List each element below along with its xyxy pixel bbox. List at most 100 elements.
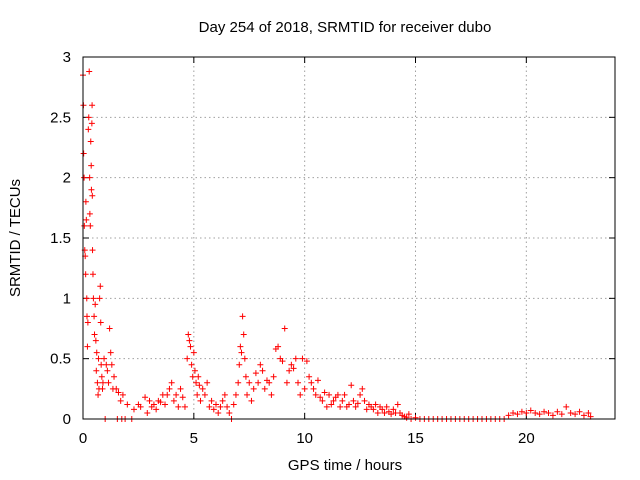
data-point — [510, 409, 517, 416]
data-point — [523, 409, 530, 416]
data-point — [89, 271, 96, 278]
data-point — [527, 407, 534, 414]
data-point — [541, 408, 548, 415]
data-point — [275, 343, 282, 350]
data-point — [221, 391, 228, 398]
x-tick-label: 10 — [296, 430, 313, 447]
data-point — [98, 361, 105, 368]
data-point — [576, 408, 583, 415]
data-point — [266, 379, 273, 386]
data-points — [80, 68, 594, 422]
data-point — [199, 385, 206, 392]
data-point — [175, 403, 182, 410]
data-point — [334, 391, 341, 398]
data-point — [240, 331, 247, 338]
data-point — [310, 385, 317, 392]
data-point — [394, 401, 401, 408]
data-point — [532, 409, 539, 416]
data-point — [91, 313, 98, 320]
data-point — [238, 349, 245, 356]
data-point — [80, 150, 87, 157]
data-point — [83, 313, 90, 320]
data-point — [191, 367, 198, 374]
data-point — [105, 379, 112, 386]
data-point — [88, 186, 95, 193]
y-tick-label: 1 — [63, 290, 71, 307]
data-point — [259, 367, 266, 374]
y-tick-label: 0.5 — [50, 351, 71, 368]
x-axis-label: GPS time / hours — [288, 457, 402, 474]
data-point — [107, 349, 114, 356]
data-point — [195, 373, 202, 380]
data-point — [346, 401, 352, 408]
data-point — [164, 391, 171, 398]
data-point — [328, 401, 335, 408]
data-point — [190, 349, 197, 356]
data-point — [206, 403, 213, 410]
data-point — [85, 126, 92, 133]
data-point — [261, 385, 268, 392]
data-point — [103, 361, 110, 368]
data-point — [235, 379, 242, 386]
data-point — [239, 313, 246, 320]
data-point — [297, 391, 304, 398]
data-point — [563, 403, 570, 410]
data-point — [92, 301, 99, 308]
data-point — [83, 295, 90, 302]
data-point — [144, 409, 151, 416]
data-point — [213, 401, 219, 408]
data-point — [96, 295, 103, 302]
data-point — [270, 373, 277, 380]
data-point — [82, 271, 89, 278]
data-point — [86, 174, 93, 181]
data-point — [89, 192, 96, 199]
data-point — [87, 222, 94, 229]
data-point — [567, 409, 574, 416]
data-point — [330, 397, 337, 404]
data-point — [381, 409, 388, 416]
data-point — [357, 391, 364, 398]
data-point — [184, 355, 191, 362]
data-point — [146, 397, 153, 404]
data-point — [241, 355, 248, 362]
data-point — [361, 397, 368, 404]
data-point — [348, 382, 355, 389]
data-point — [194, 391, 201, 398]
chart-title: Day 254 of 2018, SRMTID for receiver dub… — [199, 19, 492, 36]
data-point — [326, 391, 333, 398]
data-point — [268, 391, 275, 398]
data-point — [257, 361, 264, 368]
data-point — [119, 391, 126, 398]
data-point — [295, 379, 302, 386]
y-tick-label: 1.5 — [50, 230, 71, 247]
data-point — [370, 406, 377, 413]
data-point — [130, 406, 137, 413]
y-tick-label: 3 — [63, 49, 71, 66]
data-point — [518, 408, 525, 415]
data-point — [549, 412, 556, 419]
data-point — [230, 401, 237, 408]
data-point — [283, 379, 290, 386]
data-point — [558, 411, 565, 418]
data-point — [106, 325, 113, 332]
data-point — [237, 343, 244, 350]
data-point — [312, 391, 319, 398]
data-point — [339, 397, 346, 404]
data-point — [188, 361, 195, 368]
data-point — [108, 361, 115, 368]
data-point — [179, 394, 186, 401]
data-point — [321, 389, 328, 396]
data-point — [545, 409, 552, 416]
data-point — [185, 331, 192, 338]
data-point — [173, 391, 180, 398]
data-point — [99, 379, 106, 386]
data-point — [236, 361, 243, 368]
data-point — [95, 391, 102, 398]
data-point — [363, 406, 370, 413]
data-point — [350, 397, 357, 404]
data-point — [170, 397, 177, 404]
data-point — [153, 406, 160, 413]
y-tick-label: 0 — [63, 411, 71, 428]
data-point — [142, 394, 149, 401]
